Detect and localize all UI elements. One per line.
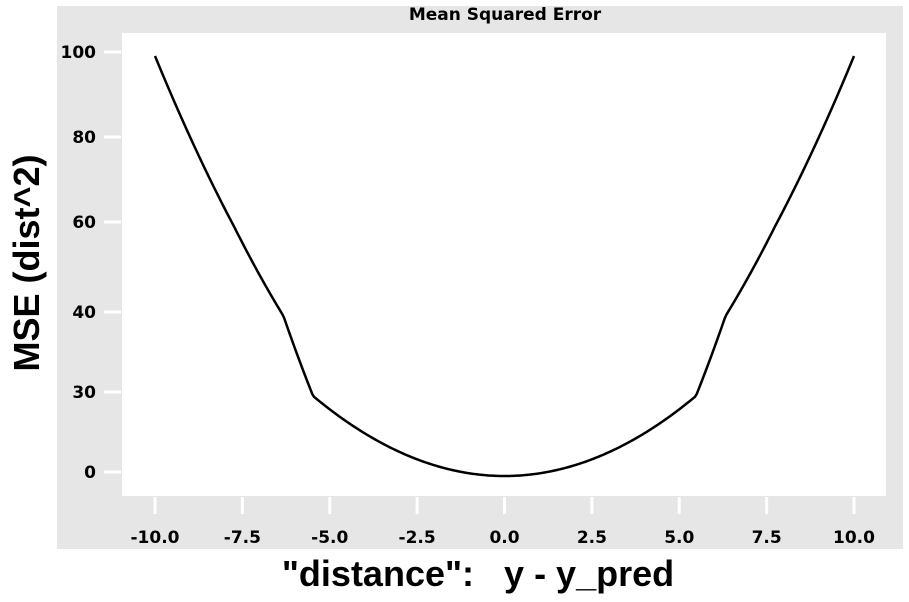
y-tick-label: 30 <box>72 383 96 403</box>
y-tick-label: 40 <box>72 303 96 323</box>
mse-curve-line <box>153 55 856 478</box>
x-axis: -10.0 -7.5 -5.0 -2.5 0.0 2.5 5.0 7.5 10.0 <box>131 497 875 548</box>
x-tick-label: -7.5 <box>224 528 261 548</box>
y-axis-label: MSE (dist^2) <box>6 154 47 372</box>
y-tick-label: 0 <box>84 463 96 483</box>
x-tick-label: -10.0 <box>131 528 180 548</box>
x-axis-label: "distance": y - y_pred <box>281 553 675 594</box>
y-tick-label: 60 <box>72 213 96 233</box>
plot-area <box>122 33 886 496</box>
x-tick-label: -2.5 <box>399 528 436 548</box>
chart-title: Mean Squared Error <box>408 5 602 25</box>
y-tick-label: 100 <box>61 43 97 63</box>
y-tick-label: 80 <box>72 128 96 148</box>
x-tick-label: -5.0 <box>311 528 348 548</box>
x-tick-label: 7.5 <box>752 528 782 548</box>
y-axis: 0 30 40 60 80 100 <box>61 43 121 483</box>
x-tick-label: 5.0 <box>664 528 694 548</box>
x-tick-label: 10.0 <box>833 528 875 548</box>
x-tick-label: 0.0 <box>489 528 519 548</box>
x-tick-label: 2.5 <box>577 528 607 548</box>
